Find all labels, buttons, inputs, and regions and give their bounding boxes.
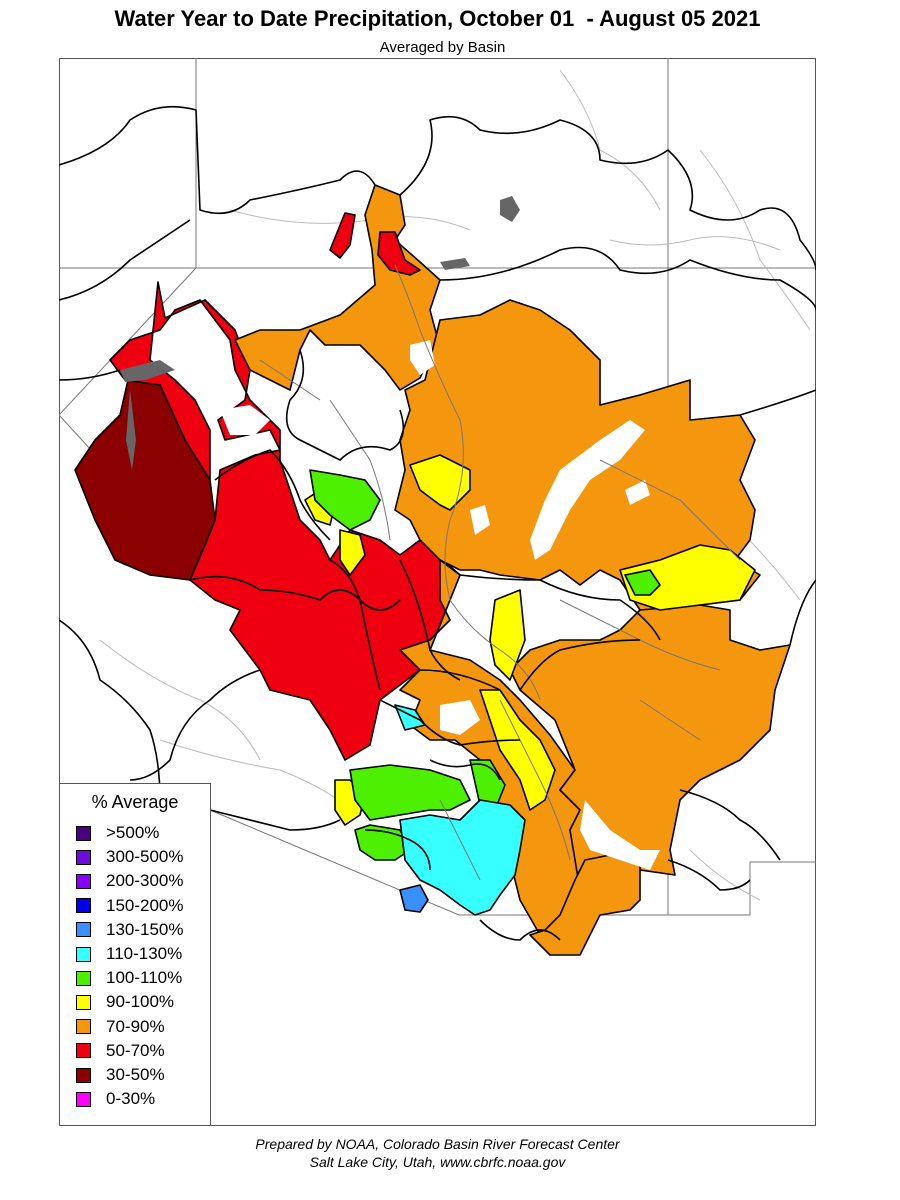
- lakes: [120, 196, 520, 470]
- region-50-70-flaming: [377, 231, 421, 276]
- no-data-areas: [220, 340, 660, 870]
- legend-item: 130-150%: [76, 919, 184, 941]
- region-90-100-f: [339, 529, 366, 576]
- legend-label: 0-30%: [106, 1089, 156, 1109]
- legend-item: 150-200%: [76, 895, 184, 917]
- legend: % Average >500% 300-500% 200-300% 150-200% 1…: [59, 783, 211, 1126]
- legend-item: 70-90%: [76, 1016, 165, 1038]
- legend-swatch: [76, 970, 91, 986]
- region-110-130: [399, 799, 526, 916]
- legend-swatch: [76, 825, 91, 841]
- legend-label: >500%: [106, 823, 160, 842]
- map-title: Water Year to Date Precipitation, Octobe…: [114, 6, 761, 31]
- basin-outlines: [59, 105, 816, 941]
- region-90-100-c: [489, 589, 526, 681]
- region-130-150: [399, 884, 429, 913]
- legend-label: 300-500%: [106, 847, 184, 867]
- legend-swatch: [76, 1019, 91, 1035]
- legend-item: 300-500%: [76, 846, 184, 868]
- credit-line-1: Prepared by NOAA, Colorado Basin River F…: [255, 1136, 620, 1152]
- legend-item: 90-100%: [76, 991, 174, 1013]
- legend-label: 30-50%: [106, 1065, 165, 1084]
- region-90-100-a: [409, 454, 471, 511]
- legend-item: 100-110%: [76, 967, 182, 989]
- legend-swatch: [76, 994, 91, 1010]
- legend-swatch: [76, 1043, 91, 1059]
- legend-item: 50-70%: [76, 1040, 165, 1062]
- legend-item: 30-50%: [76, 1064, 165, 1086]
- map-subtitle: Averaged by Basin: [379, 39, 506, 56]
- legend-item: 0-30%: [76, 1088, 155, 1110]
- legend-label: 90-100%: [106, 992, 175, 1012]
- legend-swatch: [76, 922, 91, 938]
- credit-line-2: Salt Lake City, Utah, www.cbrfc.noaa.gov: [309, 1154, 566, 1170]
- region-100-110-d: [624, 569, 661, 596]
- legend-label: 50-70%: [106, 1040, 165, 1060]
- legend-label: 100-110%: [106, 968, 183, 988]
- legend-item: 200-300%: [76, 870, 184, 892]
- legend-swatch: [76, 1091, 91, 1107]
- region-90-100-b: [619, 544, 756, 611]
- legend-swatch: [76, 946, 91, 962]
- region-70-90-north: [234, 184, 441, 391]
- legend-item: >500%: [76, 822, 159, 844]
- basin-map: [59, 58, 816, 956]
- legend-label: 200-300%: [106, 871, 184, 891]
- legend-label: 130-150%: [106, 919, 184, 939]
- legend-swatch: [76, 873, 91, 889]
- region-100-110-e: [469, 759, 506, 811]
- legend-swatch: [76, 1067, 91, 1083]
- legend-label: 70-90%: [106, 1016, 165, 1036]
- legend-swatch: [76, 849, 91, 865]
- region-100-110-b: [349, 764, 471, 821]
- region-50-70-north: [329, 212, 356, 259]
- region-70-90-southeast: [399, 559, 591, 941]
- legend-item: 110-130%: [76, 943, 182, 965]
- region-100-110-a: [309, 469, 381, 531]
- legend-swatch: [76, 898, 91, 914]
- legend-label: 150-200%: [106, 895, 184, 915]
- legend-label: 110-130%: [106, 944, 183, 963]
- map-frame: [59, 58, 816, 1126]
- legend-title: % Average: [91, 792, 179, 812]
